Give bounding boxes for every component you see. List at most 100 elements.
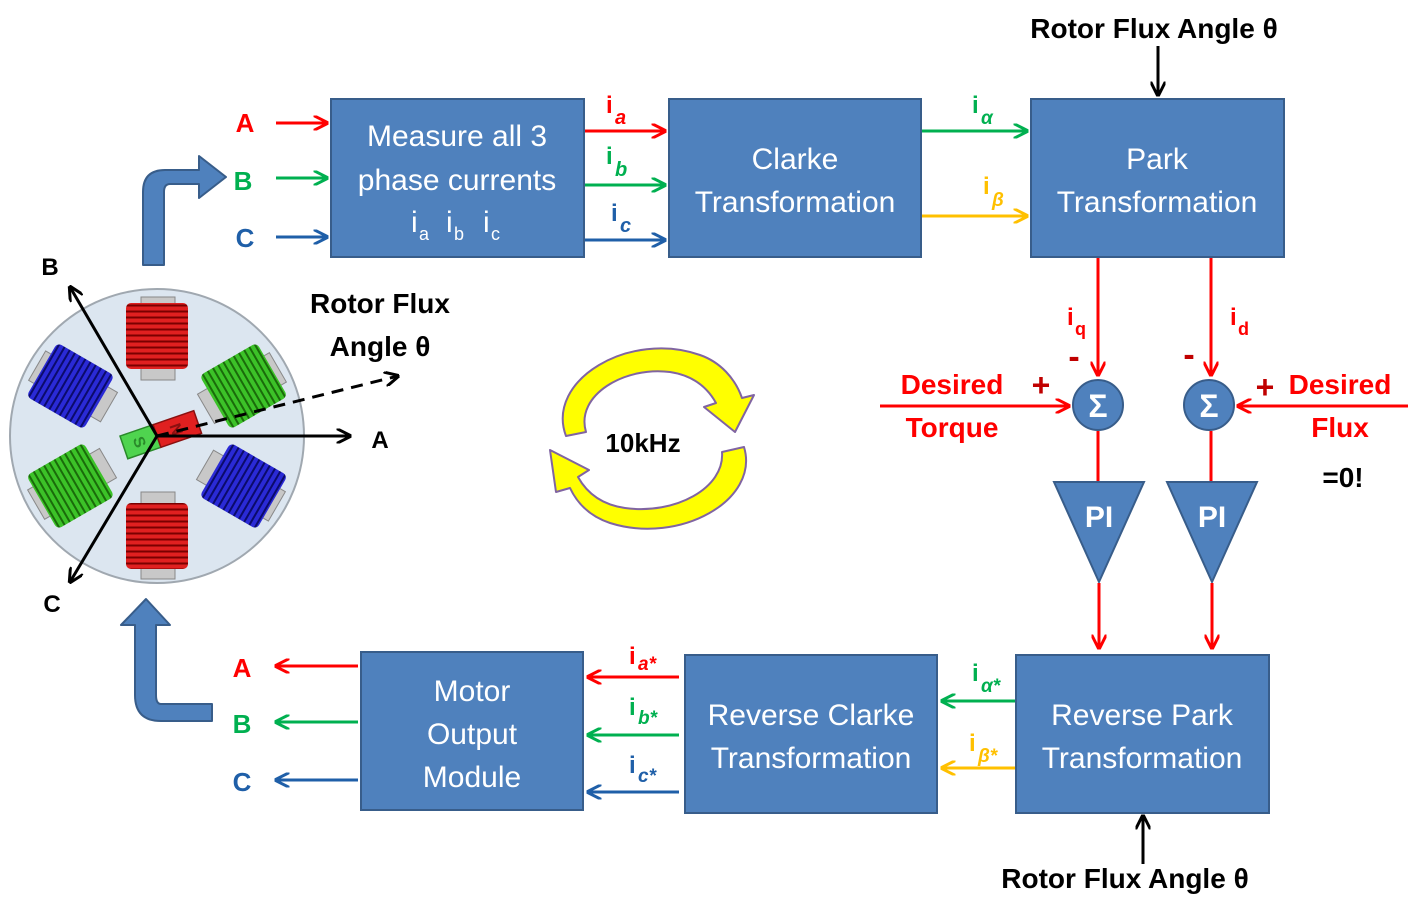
- desired-flux-line2: Flux: [1311, 412, 1369, 443]
- reverse-clarke-block: Reverse Clarke Transformation: [684, 654, 938, 814]
- measure-ic-i: i: [483, 206, 490, 239]
- clarke-block: Clarke Transformation: [668, 98, 922, 258]
- flux-summer-sigma: Σ: [1199, 388, 1218, 424]
- coil-b-upper-right: [201, 344, 286, 428]
- axis-b: [70, 287, 159, 437]
- flux-summer: Σ - +: [1183, 336, 1275, 431]
- loop-rate-label: 10kHz: [605, 428, 680, 458]
- measure-ic-sub: c: [491, 224, 500, 244]
- park-line2: Transformation: [1057, 186, 1258, 219]
- ia-star-label-sub: a*: [638, 654, 658, 675]
- ibeta-label-i: i: [983, 173, 990, 200]
- output-phase-arrows: A B C: [233, 653, 358, 797]
- motor-cross-section: S N B A C Rotor Flux Angle θ: [9, 254, 450, 618]
- desired-flux-line1: Desired: [1289, 369, 1392, 400]
- rotor-flux-axis: [156, 376, 398, 438]
- rotor-flux-angle-bottom: Rotor Flux Angle θ: [1001, 816, 1249, 894]
- loop-indicator: 10kHz: [549, 347, 755, 530]
- torque-summer: Σ - +: [1032, 338, 1124, 431]
- alpha-beta-signals: i α i β: [922, 92, 1027, 216]
- reverse-park-block: Reverse Park Transformation: [1015, 654, 1270, 814]
- magnet-north-label: N: [166, 421, 186, 437]
- ib-star-label-i: i: [629, 694, 636, 721]
- motor-output-line3: Module: [423, 761, 521, 794]
- iq-label-sub: q: [1075, 319, 1086, 339]
- input-label-a: A: [236, 108, 255, 138]
- flux-pi-label: PI: [1198, 501, 1226, 534]
- ia-label-sub: a: [615, 107, 626, 129]
- ic-label-sub: c: [620, 215, 631, 237]
- loop-arrow-bottom: [549, 446, 747, 530]
- rev-park-line2: Transformation: [1042, 742, 1243, 775]
- torque-summer-plus: +: [1032, 367, 1051, 403]
- ibeta-star-label-i: i: [969, 730, 976, 757]
- clarke-line2: Transformation: [695, 186, 896, 219]
- ibeta-label-sub: β: [991, 190, 1004, 211]
- ia-label-i: i: [606, 92, 613, 119]
- output-label-b: B: [233, 709, 252, 739]
- desired-flux: Desired Flux =0!: [1238, 369, 1408, 493]
- desired-flux-value: =0!: [1322, 462, 1363, 493]
- coil-b-lower-left: [28, 444, 113, 528]
- iq-id-signals: i q i d: [1067, 258, 1249, 375]
- axis-c: [70, 435, 159, 582]
- ib-star-label-sub: b*: [638, 708, 659, 729]
- ia-ib-ic-signals: i a i b i c: [585, 92, 665, 240]
- ialpha-star-label-i: i: [972, 660, 979, 687]
- torque-pi: PI: [1052, 431, 1146, 648]
- input-label-b: B: [234, 166, 253, 196]
- id-label-i: i: [1230, 304, 1237, 331]
- rotor-flux-label-line1: Rotor Flux: [310, 288, 450, 319]
- flux-summer-minus: -: [1183, 336, 1194, 374]
- desired-torque: Desired Torque: [880, 369, 1069, 443]
- measure-ib-sub: b: [454, 224, 464, 244]
- park-line1: Park: [1126, 143, 1189, 176]
- output-label-c: C: [233, 767, 252, 797]
- desired-torque-line2: Torque: [906, 412, 999, 443]
- coil-a-bottom: [126, 503, 188, 569]
- rev-clarke-line2: Transformation: [711, 742, 912, 775]
- ibeta-star-label-sub: β*: [977, 746, 999, 767]
- measure-ia-sub: a: [419, 224, 430, 244]
- ia-star-label-i: i: [629, 643, 636, 670]
- output-label-a: A: [233, 653, 252, 683]
- measure-line1: Measure all 3: [367, 120, 547, 153]
- rev-clarke-line1: Reverse Clarke: [708, 699, 915, 732]
- ialpha-label-sub: α: [981, 108, 994, 129]
- axis-a-label: A: [371, 427, 388, 454]
- rotor-flux-angle-top: Rotor Flux Angle θ: [1030, 13, 1278, 95]
- ialpha-star-label-sub: α*: [981, 676, 1002, 697]
- ic-star-label-sub: c*: [638, 766, 658, 787]
- park-block: Park Transformation: [1030, 98, 1285, 258]
- rev-park-line1: Reverse Park: [1051, 699, 1234, 732]
- abc-star-signals: i a* i b* i c*: [588, 643, 679, 792]
- rotor-flux-angle-top-label: Rotor Flux Angle θ: [1030, 13, 1277, 44]
- torque-pi-label: PI: [1085, 501, 1113, 534]
- ic-label-i: i: [611, 200, 618, 227]
- to-motor-curved-arrow: [120, 598, 213, 722]
- rotor-flux-angle-bottom-label: Rotor Flux Angle θ: [1001, 863, 1248, 894]
- ialpha-label-i: i: [972, 92, 979, 119]
- measure-ib-i: i: [446, 206, 453, 239]
- torque-summer-sigma: Σ: [1088, 388, 1107, 424]
- ib-label-i: i: [606, 143, 613, 170]
- ic-star-label-i: i: [629, 752, 636, 779]
- loop-arrow-top: [561, 347, 755, 437]
- motor-output-line2: Output: [427, 718, 518, 751]
- axis-b-label: B: [41, 254, 58, 281]
- measure-block: Measure all 3 phase currents i a i b i c: [330, 98, 585, 258]
- rotor-flux-label-line2: Angle θ: [330, 331, 431, 362]
- input-label-c: C: [236, 223, 255, 253]
- desired-torque-line1: Desired: [901, 369, 1004, 400]
- motor-output-line1: Motor: [434, 675, 511, 708]
- measure-ia-i: i: [411, 206, 418, 239]
- measure-line2: phase currents: [358, 164, 556, 197]
- ib-label-sub: b: [615, 159, 627, 181]
- motor-output-block: Motor Output Module: [360, 651, 584, 811]
- flux-summer-plus: +: [1256, 369, 1275, 405]
- id-label-sub: d: [1238, 319, 1249, 339]
- coil-a-top: [126, 303, 188, 369]
- coil-c-lower-right: [201, 444, 286, 528]
